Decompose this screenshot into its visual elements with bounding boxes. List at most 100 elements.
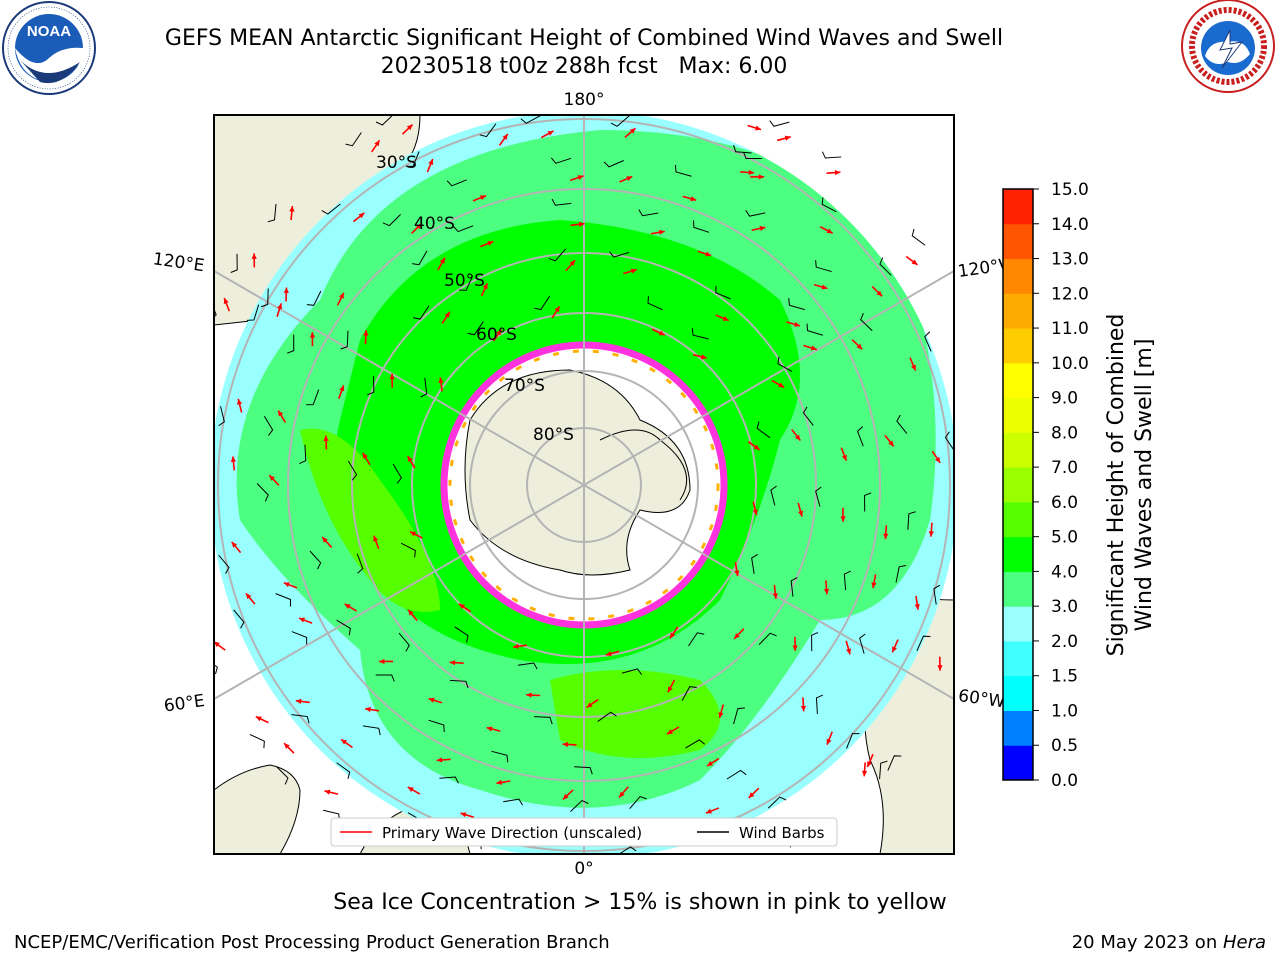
wave-arrow-head	[856, 343, 863, 350]
wave-arrow-head	[718, 712, 724, 719]
wind-barb	[420, 377, 428, 398]
wind-barb	[815, 260, 832, 273]
footer-producer: NCEP/EMC/Verification Post Processing Pr…	[14, 932, 610, 953]
wind-barb	[459, 275, 474, 291]
wind-barb	[733, 707, 745, 725]
wind-barb	[449, 679, 469, 689]
wave-arrow-head	[415, 223, 422, 230]
colorbar-bin	[1003, 467, 1033, 503]
wind-barb	[715, 285, 731, 300]
wind-barb	[345, 132, 362, 147]
wave-arrow-head	[867, 761, 872, 768]
wave-arrow-head	[759, 225, 766, 232]
wave-arrow-head	[379, 658, 385, 665]
wave-arrow-head	[389, 373, 395, 380]
wind-barb	[267, 203, 277, 223]
wave-arrow-head	[888, 440, 894, 447]
map-legend: Primary Wave Direction (unscaled) Wind B…	[330, 817, 838, 847]
wave-arrow-head	[826, 738, 832, 745]
wave-arrow-head	[911, 364, 916, 371]
wind-barb	[895, 565, 907, 583]
wind-barb	[453, 225, 474, 233]
map-frame	[213, 114, 955, 855]
wind-barb	[896, 414, 908, 434]
footer-date-text: 20 May 2023 on	[1071, 932, 1223, 953]
wave-arrow-head	[577, 175, 584, 181]
wave-arrow-head	[283, 287, 289, 293]
wind-barb	[214, 307, 217, 318]
wave-arrow-head	[460, 812, 467, 818]
wave-arrow-head	[846, 648, 852, 655]
colorbar-tick-label: 1.0	[1051, 701, 1078, 721]
wind-barb	[291, 631, 308, 645]
colorbar-bin	[1003, 362, 1033, 399]
wave-arrow-head	[934, 456, 941, 463]
wind-barb	[413, 305, 430, 320]
wind-barb	[843, 570, 851, 591]
colorbar-label-line2: Wind Waves and Swell [m]	[1132, 339, 1157, 632]
wind-barb	[218, 406, 225, 427]
wave-arrow-head	[753, 444, 760, 450]
wave-arrow-head	[605, 651, 612, 657]
wave-arrow-head	[734, 570, 740, 577]
wind-barb	[347, 460, 358, 481]
wind-barb	[751, 554, 758, 574]
wind-barb	[806, 323, 824, 336]
wave-arrow-head	[237, 398, 243, 405]
wind-barb	[647, 296, 663, 311]
wave-arrow-head	[586, 702, 593, 708]
wind-barb	[811, 632, 819, 652]
wave-arrow-head	[911, 259, 918, 265]
wind-barb	[916, 635, 931, 652]
wave-arrow-head	[458, 603, 465, 610]
wave-arrow-head	[339, 292, 344, 299]
wave-arrow-head	[358, 212, 365, 219]
wave-arrow-head	[428, 159, 434, 166]
wind-barb	[879, 760, 888, 780]
wind-barb	[815, 486, 822, 507]
colorbar-tick-label: 15.0	[1051, 180, 1089, 200]
wave-arrow-head	[408, 609, 414, 616]
colorbar-bin	[1003, 571, 1033, 607]
wind-barb	[802, 406, 814, 426]
wind-barb	[756, 421, 771, 439]
lon-label-60w: 60°W	[957, 686, 1006, 712]
wind-barb	[570, 799, 589, 813]
footer-machine: Hera	[1222, 932, 1266, 953]
map-subtitle: 20230518 t00z 288h fcst Max: 6.00	[380, 54, 788, 79]
wind-barb	[685, 739, 706, 749]
wave-arrow-head	[284, 743, 290, 749]
wave-arrow-head	[410, 531, 417, 537]
wind-barb	[733, 144, 752, 154]
wave-arrow-head	[324, 789, 331, 795]
wind-barb	[674, 164, 692, 177]
wind-barb	[688, 632, 705, 647]
wind-barb	[392, 463, 403, 484]
colorbar-tick-label: 11.0	[1051, 319, 1089, 339]
colorbar-tick-label: 2.0	[1051, 632, 1078, 652]
wind-barb	[887, 755, 902, 771]
wave-arrow-head	[619, 791, 625, 798]
wave-arrow-head	[554, 306, 560, 313]
wave-arrow-head	[658, 330, 665, 336]
wind-barb	[214, 664, 218, 675]
colorbar-bin	[1003, 328, 1033, 364]
wave-arrow-head	[339, 385, 345, 392]
wind-barb	[375, 115, 394, 126]
wind-barb	[864, 492, 872, 512]
lat-label-60s: 60°S	[476, 325, 517, 345]
wave-arrow-head	[834, 169, 841, 176]
wind-barb	[788, 298, 805, 311]
wind-barb	[479, 123, 497, 138]
lon-label-60e: 60°E	[163, 691, 206, 716]
wind-barb	[336, 762, 351, 779]
wave-arrow-head	[937, 665, 943, 671]
wave-arrow-head	[722, 315, 729, 321]
wave-arrow-head	[444, 311, 450, 318]
lon-label-0: 0°	[574, 859, 593, 879]
wind-barb	[603, 160, 624, 168]
wind-barb	[770, 485, 777, 506]
lat-label-80s: 80°S	[533, 425, 574, 445]
wind-barb	[859, 633, 866, 654]
colorbar-tick-label: 9.0	[1051, 389, 1078, 409]
